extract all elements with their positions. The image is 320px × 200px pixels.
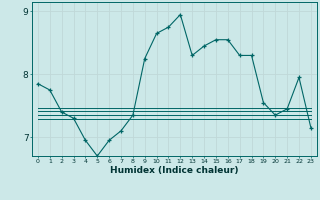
X-axis label: Humidex (Indice chaleur): Humidex (Indice chaleur) (110, 166, 239, 175)
